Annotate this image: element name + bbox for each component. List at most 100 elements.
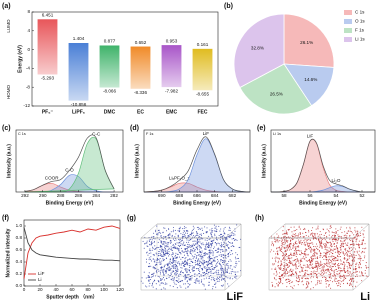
point-cloud-dot — [171, 235, 173, 237]
point-cloud-dot — [187, 259, 189, 261]
point-cloud-dot — [202, 259, 204, 261]
point-cloud-dot — [334, 273, 336, 276]
point-cloud-dot — [199, 241, 201, 243]
point-cloud-dot — [167, 252, 169, 254]
point-cloud-dot — [339, 275, 341, 277]
point-cloud-dot — [334, 278, 336, 280]
point-cloud-dot — [183, 276, 185, 278]
point-cloud-dot — [350, 243, 352, 246]
point-cloud-dot — [152, 266, 154, 268]
point-cloud-dot — [336, 255, 339, 257]
point-cloud-dot — [217, 242, 219, 244]
point-cloud-dot — [310, 264, 312, 266]
point-cloud-dot — [330, 273, 332, 275]
point-cloud-dot — [196, 274, 198, 276]
point-cloud-dot — [272, 243, 275, 245]
point-cloud-dot — [189, 263, 191, 265]
point-cloud-dot — [163, 242, 165, 244]
point-cloud-dot — [319, 267, 321, 269]
point-cloud-dot — [281, 258, 284, 260]
point-cloud-dot — [149, 258, 152, 260]
point-cloud-dot — [313, 270, 315, 272]
point-cloud-dot — [281, 247, 283, 249]
point-cloud-dot — [225, 268, 227, 270]
point-cloud-dot — [285, 238, 287, 240]
point-cloud-dot — [300, 242, 302, 244]
point-cloud-dot — [319, 240, 321, 242]
point-cloud-dot — [350, 278, 352, 280]
point-cloud-dot — [211, 257, 213, 259]
point-cloud-dot — [146, 240, 148, 242]
point-cloud-dot — [218, 248, 220, 250]
point-cloud-dot — [332, 235, 334, 237]
point-cloud-dot — [325, 245, 327, 247]
point-cloud-dot — [174, 261, 176, 263]
point-cloud-dot — [160, 254, 162, 256]
point-cloud-dot — [200, 256, 202, 258]
point-cloud-dot — [320, 260, 322, 262]
point-cloud-dot — [185, 257, 187, 259]
point-cloud-dot — [355, 241, 357, 243]
point-cloud-dot — [188, 273, 190, 275]
point-cloud-dot — [335, 238, 337, 241]
point-cloud-dot — [150, 250, 152, 252]
point-cloud-dot — [211, 232, 213, 234]
point-cloud-dot — [349, 271, 351, 273]
point-cloud-dot — [198, 264, 201, 267]
point-cloud-dot — [331, 261, 333, 263]
point-cloud-dot — [337, 234, 339, 236]
point-cloud-dot — [190, 234, 192, 236]
point-cloud-dot — [166, 253, 168, 255]
point-cloud-dot — [306, 260, 309, 262]
point-cloud-dot — [172, 252, 174, 254]
point-cloud-dot — [320, 240, 323, 242]
point-cloud-dot — [282, 274, 284, 276]
lumo-label: 0.953 — [166, 38, 178, 43]
point-cloud-dot — [144, 242, 146, 245]
point-cloud-dot — [179, 241, 181, 243]
point-cloud-dot — [344, 275, 346, 277]
point-cloud-dot — [335, 278, 337, 280]
point-cloud-dot — [182, 243, 184, 245]
point-cloud-dot — [146, 242, 148, 244]
point-cloud-dot — [154, 229, 157, 231]
point-cloud-dot — [154, 275, 156, 277]
x-tick-label: 292 — [21, 193, 29, 198]
point-cloud-dot — [306, 281, 308, 283]
x-tick-label: DMC — [104, 109, 116, 115]
point-cloud-dot — [349, 238, 351, 240]
point-cloud-dot — [304, 250, 306, 253]
point-cloud-dot — [221, 273, 223, 275]
point-cloud-dot — [326, 228, 328, 230]
point-cloud-dot — [163, 265, 165, 267]
point-cloud-dot — [364, 248, 366, 250]
point-cloud-dot — [158, 232, 160, 234]
x-tick-label: 690 — [158, 193, 166, 198]
point-cloud-dot — [151, 285, 153, 287]
point-cloud-dot — [343, 254, 346, 256]
point-cloud-dot — [164, 227, 166, 229]
point-cloud-dot — [216, 273, 218, 276]
point-cloud-dot — [160, 242, 162, 244]
point-cloud-dot — [360, 271, 363, 273]
point-cloud-dot — [303, 243, 305, 245]
point-cloud-dot — [226, 272, 228, 274]
point-cloud-dot — [211, 251, 213, 254]
point-cloud-dot — [173, 281, 175, 283]
point-cloud-dot — [194, 244, 196, 246]
point-cloud-dot — [271, 257, 274, 259]
point-cloud-dot — [291, 257, 293, 259]
point-cloud-dot — [308, 282, 310, 284]
point-cloud-dot — [210, 279, 212, 281]
point-cloud-dot — [232, 237, 234, 240]
point-cloud-dot — [292, 288, 294, 290]
point-cloud-dot — [306, 277, 308, 279]
point-cloud-dot — [166, 257, 168, 260]
point-cloud-dot — [225, 238, 227, 240]
point-cloud-dot — [160, 240, 162, 242]
point-cloud-dot — [171, 271, 173, 273]
point-cloud-dot — [187, 255, 189, 257]
point-cloud-dot — [285, 273, 287, 275]
point-cloud-dot — [228, 260, 230, 263]
point-cloud-dot — [186, 238, 188, 240]
